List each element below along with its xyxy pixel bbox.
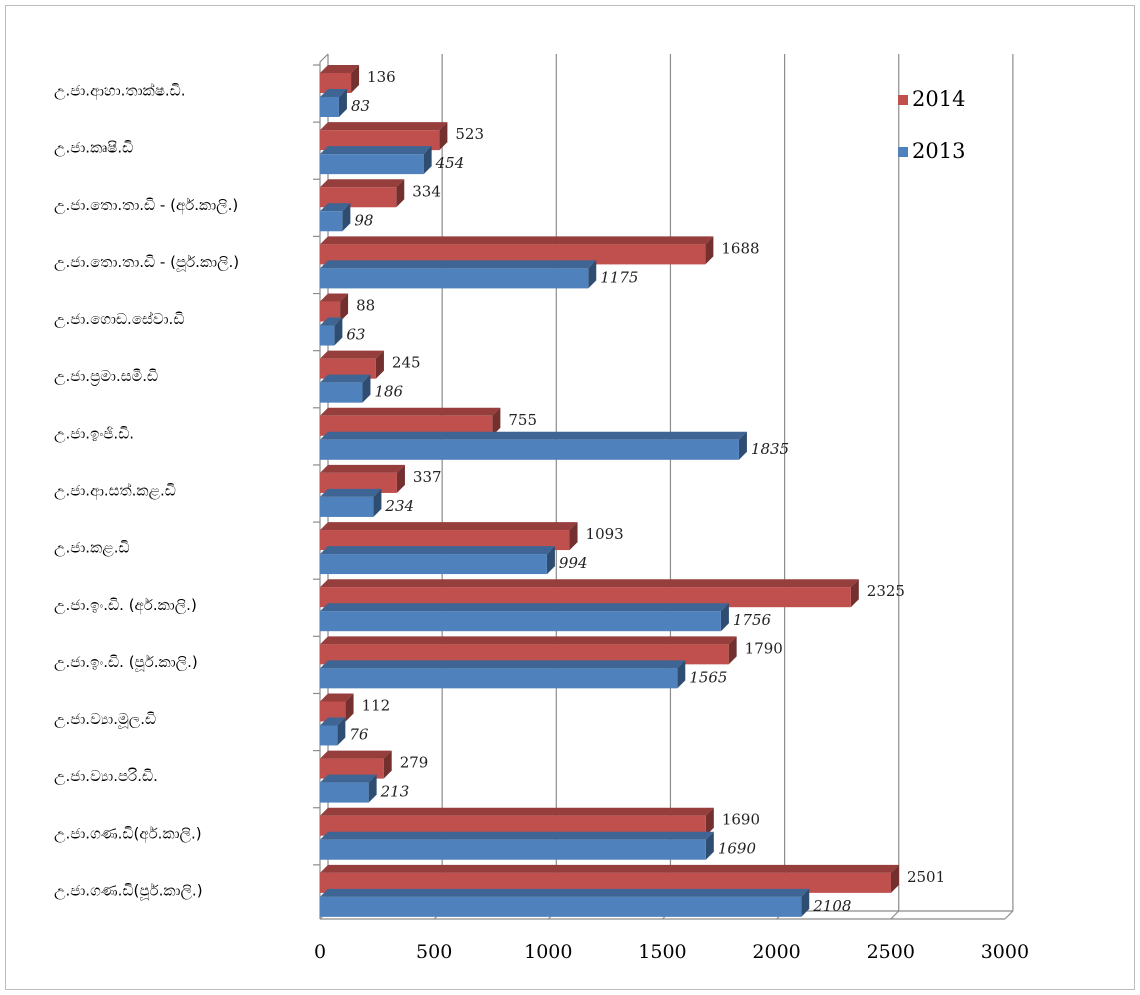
data-label-2014: 88: [356, 297, 375, 315]
category-label: උ.ජා.කෘෂි.ඩි: [54, 139, 133, 157]
data-label-2014: 1690: [722, 811, 760, 829]
bar-2014: [320, 464, 405, 493]
data-label-2013: 234: [384, 497, 414, 515]
data-label-2014: 2325: [867, 582, 905, 600]
data-label-2014: 2501: [907, 868, 945, 886]
floor-line-3000: [1004, 910, 1014, 920]
data-label-2014: 334: [412, 182, 441, 200]
data-label-2014: 1790: [745, 639, 783, 657]
category-label: උ.ජා.ආ.සත්.කළ.ඩි: [54, 481, 176, 500]
bar-2013: [320, 603, 729, 632]
data-label-2013: 213: [380, 783, 410, 801]
category-label: උ.ජා.ඉං.ඩි. (පූර්.කාලි.): [54, 653, 198, 672]
legend-label-2013: 2013: [912, 139, 965, 163]
bar-2014: [320, 579, 859, 608]
grid-layer: [319, 54, 1014, 920]
data-label-2014: 1093: [586, 525, 624, 543]
chart-frame: 0 500 1000 1500 2000 2500 3000 උ.ජා.ආහා.තාක්ෂ.…: [5, 5, 1135, 990]
legend-swatch-2014: [898, 95, 908, 105]
x-tick-label: 2000: [752, 941, 800, 963]
data-label-2013: 1565: [689, 668, 727, 686]
category-label: උ.ජා.කළ.ඩි: [54, 539, 130, 557]
bar-2014: [320, 807, 714, 836]
data-label-2013: 186: [374, 383, 403, 401]
category-label: උ.ජා.ව්‍යා.පරි.ඩි.: [54, 767, 158, 785]
category-label: උ.ජා.තො.තා.ඩි - (අර්.කාලි.): [54, 196, 238, 215]
bar-2014: [320, 350, 384, 379]
data-label-2014: 279: [400, 754, 429, 772]
bars-layer: [320, 65, 899, 917]
data-label-2013: 76: [349, 725, 369, 743]
bar-2013: [320, 831, 714, 860]
x-tick-label: 1000: [524, 941, 572, 963]
bar-2013: [320, 260, 597, 289]
data-label-2013: 1690: [718, 840, 757, 858]
bar-2013: [320, 374, 371, 403]
data-label-2013: 2108: [812, 897, 851, 915]
x-tick-label: 3000: [981, 941, 1029, 963]
category-label: උ.ජා.තො.තා.ඩි - (පූර්.කාලි.): [54, 253, 239, 272]
category-label: උ.ජා.ආහා.තාක්ෂ.ඩි.: [54, 81, 186, 100]
data-label-2014: 523: [455, 125, 484, 143]
data-label-2013: 1756: [733, 611, 772, 629]
bar-2013: [320, 488, 382, 517]
data-label-2013: 994: [559, 554, 588, 572]
data-label-2014: 755: [508, 411, 537, 429]
bar-2013: [320, 717, 346, 746]
bar-2013: [320, 146, 432, 175]
floor-line-2500: [890, 910, 900, 920]
bar-2013: [320, 546, 555, 575]
data-label-2014: 136: [367, 68, 396, 86]
data-label-2014: 112: [362, 696, 391, 714]
bar-2014: [320, 407, 501, 436]
bar-2014: [320, 122, 448, 151]
legend: 2014 2013: [898, 87, 965, 163]
bar-2014: [320, 236, 714, 265]
legend-swatch-2013: [898, 147, 908, 157]
legend-label-2014: 2014: [912, 87, 965, 111]
x-tick-label: 0: [314, 941, 326, 963]
bar-2013: [320, 431, 747, 460]
data-label-2013: 98: [354, 211, 373, 229]
bar-2013: [320, 203, 351, 232]
data-label-2014: 337: [413, 468, 442, 486]
y-axis-top-diagonal: [319, 53, 329, 63]
bar-2014: [320, 293, 349, 322]
data-label-2013: 454: [435, 154, 465, 172]
category-label: උ.ජා.ගණ.ඩි(අර්.කාලි.): [54, 824, 202, 843]
bar-2014: [320, 636, 737, 665]
data-label-2014: 1688: [721, 239, 759, 257]
category-label: උ.ජා.ගොඩ.සේවා.ඩි: [54, 310, 184, 328]
bar-2014: [320, 750, 392, 779]
bar-chart: 0 500 1000 1500 2000 2500 3000 උ.ජා.ආහා.තාක්ෂ.…: [54, 53, 1029, 963]
bar-2013: [320, 888, 810, 917]
data-label-2013: 83: [351, 97, 370, 115]
data-label-2013: 1175: [600, 268, 638, 286]
bar-2013: [320, 317, 343, 346]
bar-2014: [320, 864, 899, 893]
bar-2013: [320, 774, 377, 803]
x-tick-label: 500: [416, 941, 452, 963]
category-label: උ.ජා.ගණ.ඩි(පූර්.කාලි.): [54, 881, 203, 900]
data-label-2013: 1835: [751, 440, 789, 458]
category-label: උ.ජා.ව්‍යා.මූල.ඩි: [54, 710, 156, 729]
bar-2013: [320, 660, 686, 689]
bar-2014: [320, 693, 354, 722]
x-tick-label: 1500: [638, 941, 686, 963]
data-label-2013: 63: [346, 326, 365, 344]
category-label: උ.ජා.ඉංජි.ඩි.: [54, 424, 134, 442]
bar-2013: [320, 89, 347, 117]
labels-layer: උ.ජා.ආහා.තාක්ෂ.ඩි. උ.ජා.කෘෂි.ඩි උ.ජා.තො.තා…: [54, 68, 945, 915]
category-label: උ.ජා.ඉං.ඩි. (අර්.කාලි.): [54, 596, 197, 615]
bar-2014: [320, 65, 360, 93]
category-label: උ.ජා.ප්‍රමා.සමී.ඩි: [54, 367, 158, 386]
x-tick-label: 2500: [867, 941, 915, 963]
bar-2014: [320, 522, 578, 551]
bar-2014: [320, 179, 405, 208]
data-label-2014: 245: [392, 354, 421, 372]
